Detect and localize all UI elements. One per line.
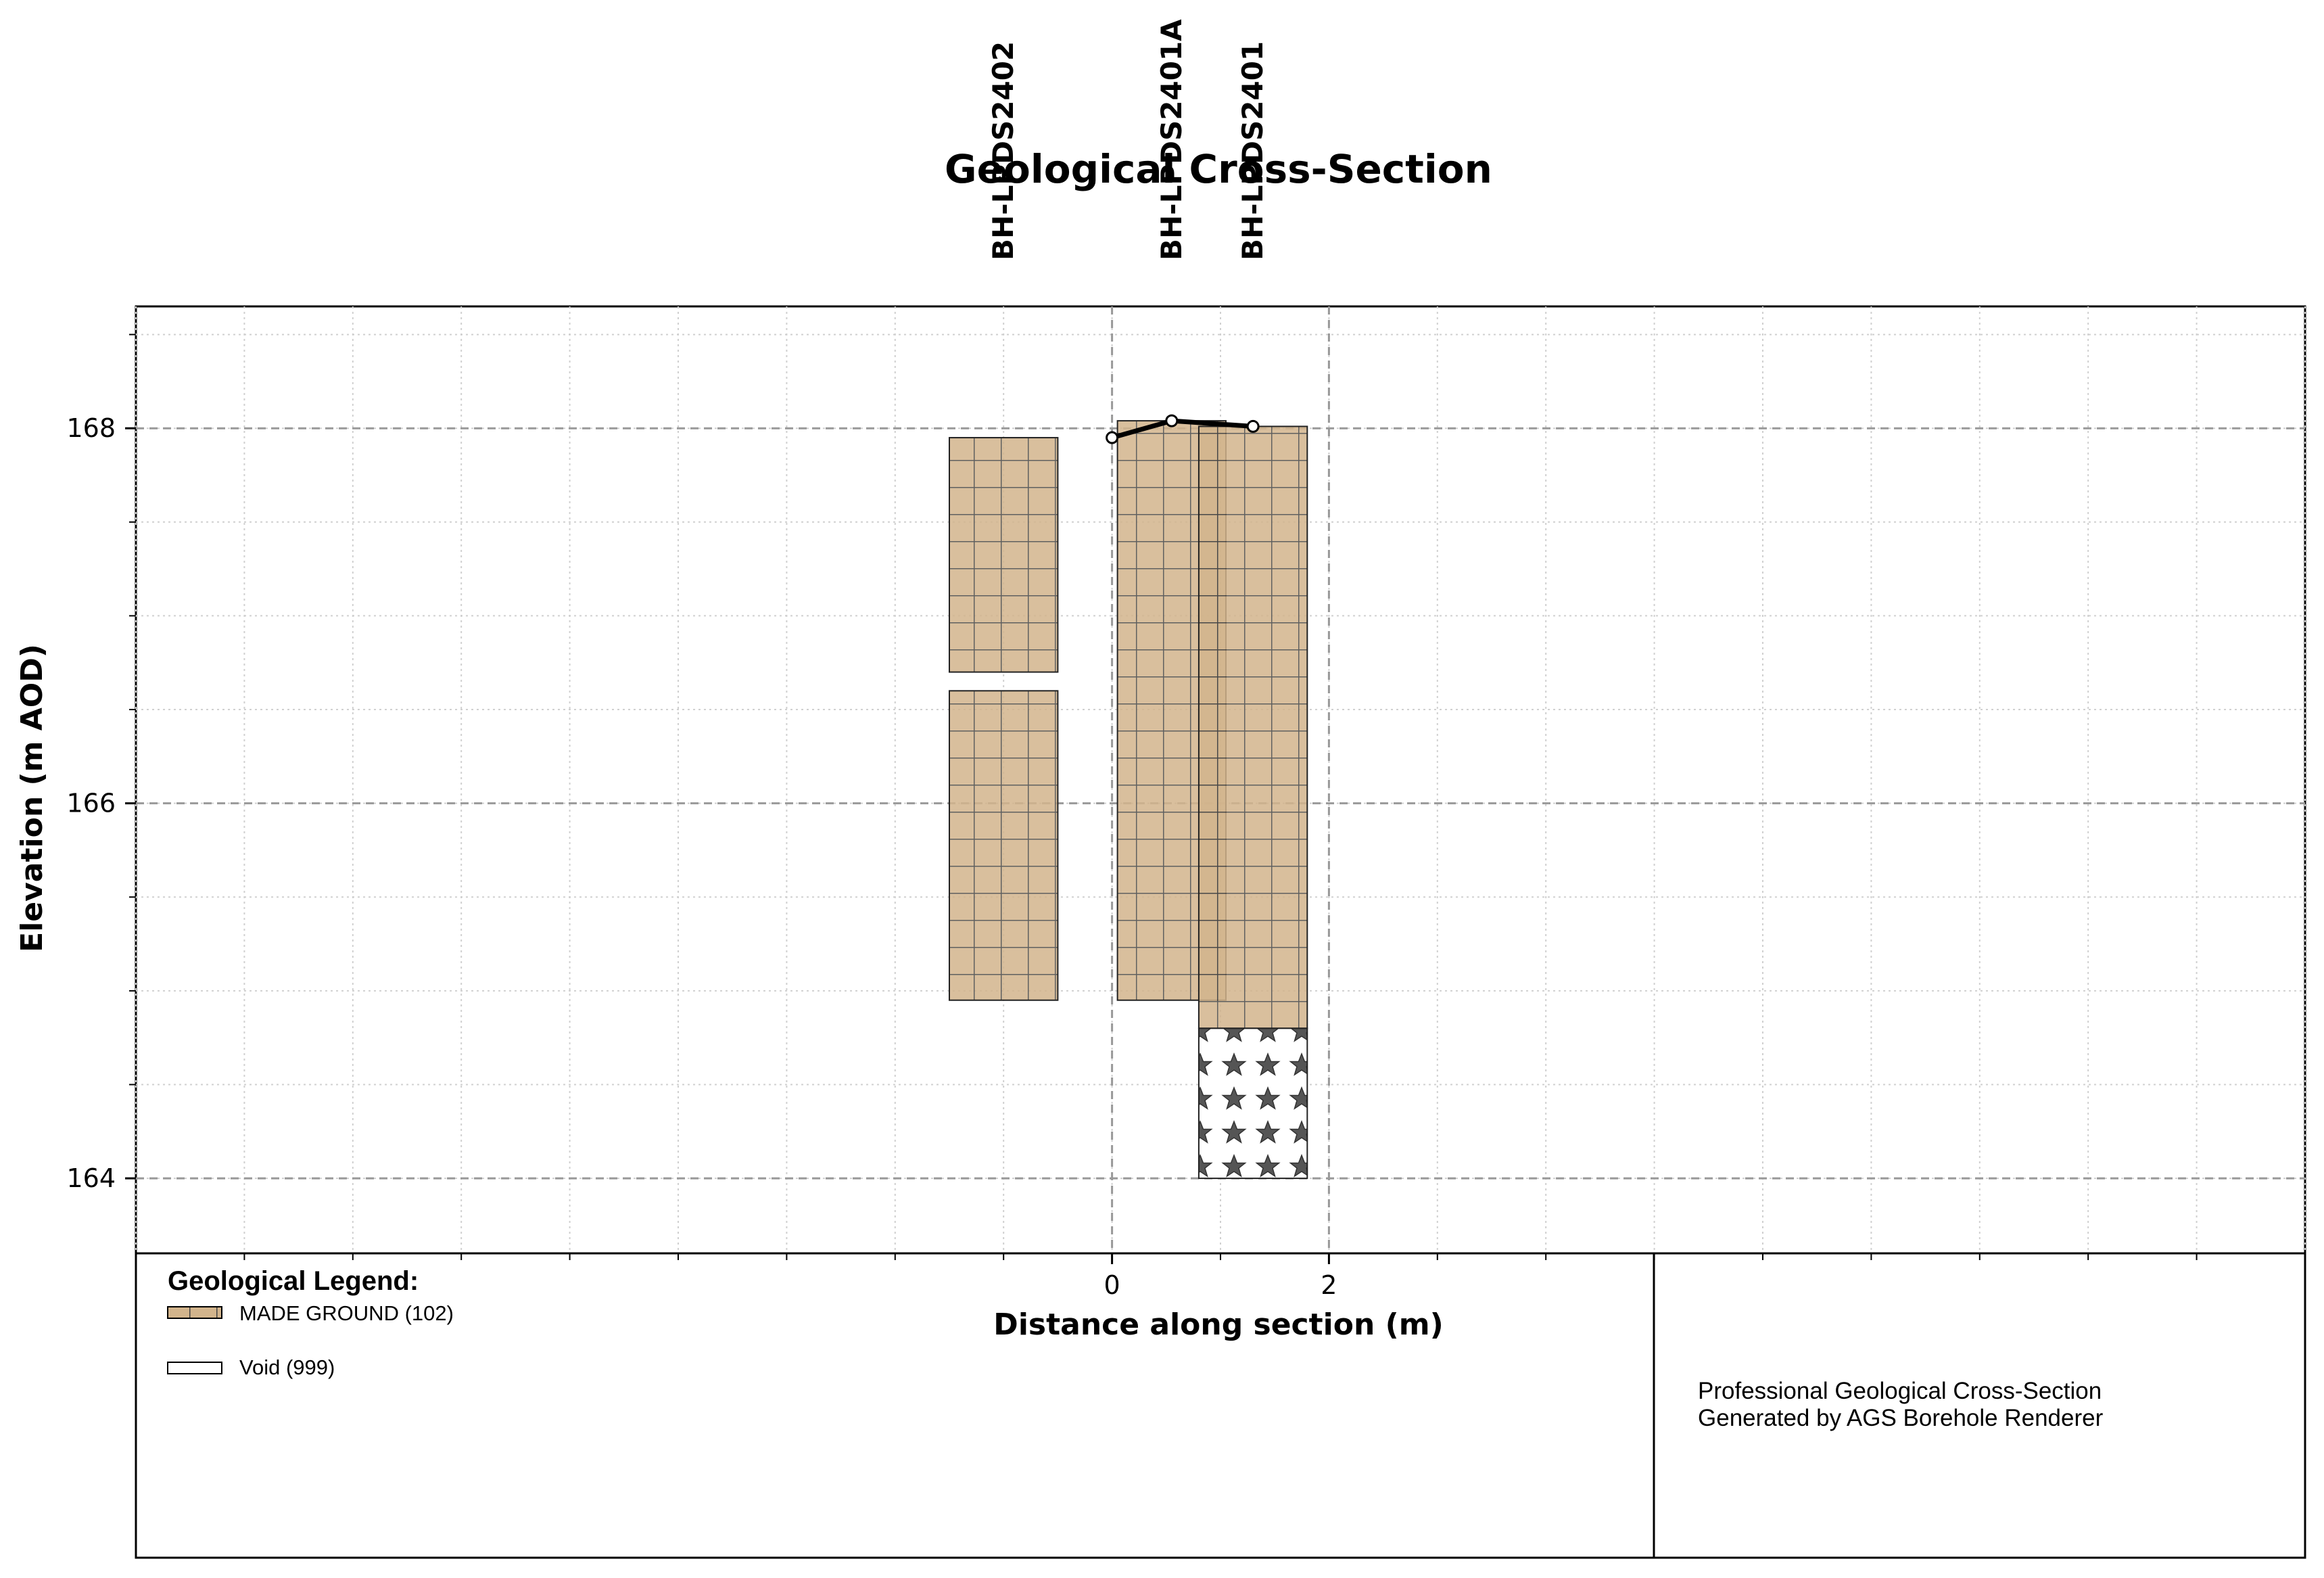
- x-tick-label: 2: [1321, 1270, 1337, 1300]
- chart-title: Geological Cross-Section: [945, 146, 1492, 192]
- borehole-label: BH-LPDS2402: [987, 41, 1020, 260]
- borehole-labels: BH-LPDS2402 BH-LPDS2401A BH-LPDS2401: [987, 19, 1269, 260]
- layer-BH-LPDS2401-999: [1197, 1027, 1308, 1180]
- axis-ticks: 0 2 164 166 168: [66, 333, 2306, 1300]
- info-box: [1653, 1252, 2306, 1559]
- x-axis-label: Distance along section (m): [993, 1307, 1443, 1342]
- layer-BH-LPDS2402-102: [949, 437, 1059, 673]
- ground-profile: [1106, 414, 1260, 444]
- legend-label-void: Void (999): [239, 1355, 335, 1379]
- y-axis-label: Elevation (m AOD): [15, 644, 49, 952]
- legend-box: [135, 1252, 1655, 1559]
- legend-label-made-ground: MADE GROUND (102): [239, 1301, 454, 1325]
- x-tick-label: 0: [1104, 1270, 1120, 1300]
- legend-swatch-made-ground: [167, 1306, 222, 1319]
- ground-profile-point: [1106, 431, 1119, 444]
- info-line-2: Generated by AGS Borehole Renderer: [1698, 1405, 2104, 1431]
- ground-profile-point: [1246, 419, 1260, 433]
- borehole-layers: [949, 420, 1308, 1180]
- borehole-label: BH-LPDS2401A: [1155, 19, 1188, 260]
- y-tick-label: 168: [66, 413, 116, 443]
- legend-title: Geological Legend:: [168, 1266, 419, 1296]
- legend-swatch-void: [167, 1362, 222, 1374]
- layer-BH-LPDS2402-102: [949, 690, 1059, 1001]
- y-tick-label: 164: [66, 1163, 116, 1193]
- layer-BH-LPDS2401-102: [1197, 425, 1308, 1029]
- borehole-label: BH-LPDS2401: [1236, 41, 1269, 260]
- ground-profile-point: [1165, 414, 1179, 427]
- info-line-1: Professional Geological Cross-Section: [1698, 1378, 2102, 1404]
- y-tick-label: 166: [66, 789, 116, 818]
